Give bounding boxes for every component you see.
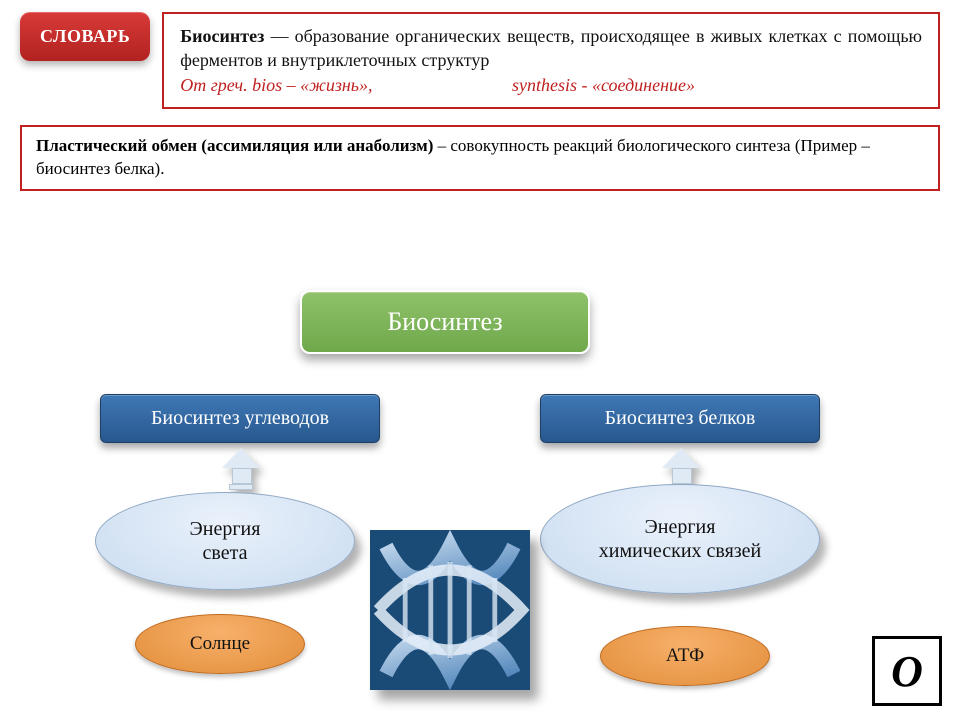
branch-left-title: Биосинтез углеводов xyxy=(100,394,380,443)
source-left: Солнце xyxy=(135,614,305,674)
energy-right: Энергия химических связей xyxy=(540,484,820,594)
branch-right-title: Биосинтез белков xyxy=(540,394,820,443)
definition-box: Биосинтез — образование органических вещ… xyxy=(162,12,940,109)
term: Биосинтез xyxy=(180,26,264,46)
root-node: Биосинтез xyxy=(300,290,590,354)
energy-left-text: Энергия света xyxy=(190,517,261,565)
energy-left: Энергия света xyxy=(95,492,355,590)
energy-right-text: Энергия химических связей xyxy=(599,515,762,563)
source-right: АТФ xyxy=(600,626,770,686)
dictionary-badge: СЛОВАРЬ xyxy=(20,12,150,61)
etymology: От греч. bios – «жизнь», synthesis - «со… xyxy=(180,75,695,95)
etym1: bios – «жизнь», xyxy=(252,75,377,95)
arrow-up-icon xyxy=(222,448,260,490)
box2-bold: Пластический обмен (ассимиляция или анаб… xyxy=(36,136,433,155)
plastic-exchange-box: Пластический обмен (ассимиляция или анаб… xyxy=(20,125,940,191)
dash: — xyxy=(264,26,294,46)
etym-prefix: От греч. xyxy=(180,75,252,95)
etym2: synthesis - «соединение» xyxy=(512,75,695,95)
corner-logo: О xyxy=(872,636,942,706)
dna-image xyxy=(370,530,530,690)
